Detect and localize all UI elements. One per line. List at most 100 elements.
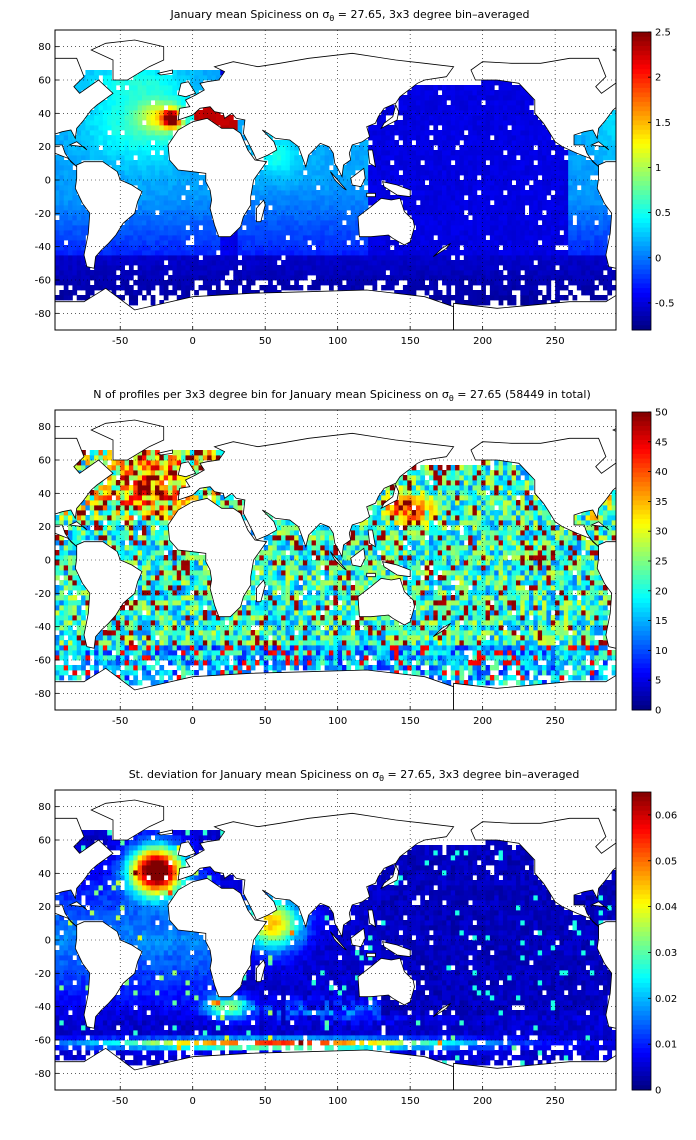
heatmap-cell: [450, 265, 456, 271]
heatmap-cell: [102, 660, 108, 666]
heatmap-cell: [311, 175, 317, 181]
heatmap-cell: [115, 660, 121, 666]
heatmap-cell: [611, 115, 616, 121]
heatmap-cell: [602, 140, 608, 146]
heatmap-cell: [602, 265, 608, 271]
heatmap-cell: [581, 650, 586, 656]
heatmap-cell: [481, 150, 486, 156]
heatmap-cell: [176, 240, 182, 246]
heatmap-cell: [442, 640, 447, 646]
heatmap-cell: [120, 135, 125, 141]
heatmap-cell: [63, 210, 69, 216]
heatmap-cell: [546, 155, 552, 161]
heatmap-cell: [476, 180, 482, 186]
heatmap-cell: [189, 285, 195, 291]
heatmap-cell: [533, 185, 539, 191]
heatmap-cell: [276, 190, 282, 196]
heatmap-cell: [128, 170, 134, 176]
heatmap-cell: [559, 280, 565, 286]
heatmap-cell: [185, 255, 191, 261]
heatmap-cell: [268, 645, 273, 651]
heatmap-cell: [268, 170, 273, 176]
heatmap-cell: [168, 110, 173, 116]
heatmap-cell: [394, 150, 399, 156]
heatmap-cell: [263, 195, 269, 201]
heatmap-cell: [68, 175, 73, 181]
heatmap-cell: [515, 660, 521, 666]
heatmap-cell: [246, 145, 252, 151]
heatmap-cell: [168, 160, 173, 166]
heatmap-cell: [498, 205, 504, 211]
heatmap-cell: [181, 205, 186, 211]
heatmap-cell: [415, 260, 421, 266]
heatmap-cell: [515, 135, 521, 141]
heatmap-cell: [446, 140, 452, 146]
heatmap-cell: [372, 665, 378, 671]
heatmap-cell: [433, 210, 439, 216]
heatmap-cell: [324, 260, 330, 266]
heatmap-cell: [524, 115, 530, 121]
heatmap-cell: [398, 265, 404, 271]
heatmap-cell: [124, 665, 130, 671]
heatmap-cell: [494, 155, 499, 161]
heatmap-cell: [524, 180, 530, 186]
heatmap-cell: [598, 250, 604, 256]
heatmap-cell: [155, 225, 160, 231]
heatmap-cell: [494, 650, 499, 656]
heatmap-cell: [102, 280, 108, 286]
heatmap-cell: [133, 290, 139, 296]
heatmap-cell: [181, 655, 186, 661]
heatmap-cell: [507, 205, 513, 211]
heatmap-cell: [355, 205, 360, 211]
heatmap-cell: [524, 250, 530, 256]
heatmap-cell: [328, 245, 334, 251]
heatmap-cell: [137, 85, 143, 91]
heatmap-cell: [594, 195, 600, 201]
heatmap-cell: [468, 135, 473, 141]
heatmap-cell: [476, 90, 482, 96]
heatmap-cell: [485, 130, 491, 136]
heatmap-cell: [555, 250, 560, 256]
heatmap-cell: [228, 640, 234, 646]
heatmap-cell: [559, 665, 565, 671]
colorbar: 2.521.510.50-0.5: [631, 28, 675, 331]
heatmap-cell: [533, 660, 539, 666]
heatmap-cell: [463, 240, 469, 246]
heatmap-cell: [385, 125, 391, 131]
heatmap-cell: [81, 135, 86, 141]
heatmap-cell: [120, 235, 125, 241]
heatmap-cell: [446, 295, 452, 301]
heatmap-cell: [437, 115, 443, 121]
heatmap-cell: [376, 190, 382, 196]
heatmap-cell: [207, 265, 212, 271]
heatmap-cell: [259, 235, 265, 241]
heatmap-cell: [315, 255, 321, 261]
heatmap-cell: [502, 155, 508, 161]
heatmap-cell: [146, 190, 152, 196]
heatmap-cell: [63, 160, 69, 166]
heatmap-cell: [124, 675, 130, 681]
heatmap-cell: [542, 155, 547, 161]
heatmap-cell: [350, 150, 356, 156]
heatmap-cell: [237, 270, 243, 276]
heatmap-cell: [468, 140, 473, 146]
y-tick-label: 60: [38, 76, 51, 87]
heatmap-cell: [411, 670, 417, 676]
heatmap-cell: [68, 165, 73, 171]
heatmap-cell: [194, 235, 199, 241]
heatmap-cell: [598, 265, 604, 271]
heatmap-cell: [537, 255, 543, 261]
heatmap-cell: [520, 165, 526, 171]
heatmap-cell: [115, 665, 121, 671]
heatmap-cell: [559, 675, 565, 681]
heatmap-cell: [481, 215, 486, 221]
heatmap-cell: [111, 645, 117, 651]
heatmap-cell: [137, 285, 143, 291]
heatmap-cell: [507, 285, 513, 291]
heatmap-cell: [263, 225, 269, 231]
heatmap-cell: [215, 115, 221, 121]
heatmap-cell: [463, 680, 469, 686]
heatmap-cell: [446, 135, 452, 141]
heatmap-cell: [533, 280, 539, 286]
heatmap-cell: [511, 140, 517, 146]
